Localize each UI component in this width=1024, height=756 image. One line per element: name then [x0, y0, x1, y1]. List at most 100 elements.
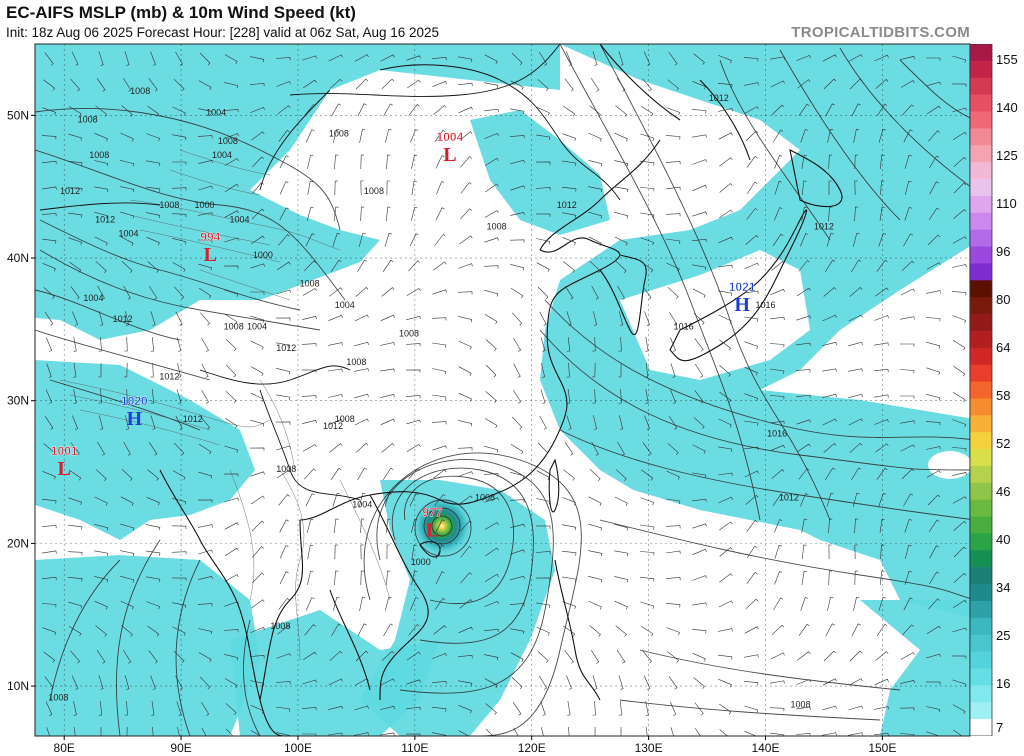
- wind-barb: [879, 206, 885, 221]
- colorbar-block: [970, 567, 992, 585]
- wind-barb: [905, 180, 912, 195]
- wind-barb: [614, 496, 628, 506]
- low-pressure-symbol: L: [443, 144, 456, 166]
- wind-barb: [588, 236, 602, 246]
- wind-barb: [250, 366, 264, 377]
- wind-barb: [875, 651, 889, 661]
- country-borders: [39, 44, 621, 501]
- wind-barb: [692, 652, 706, 662]
- wind-barb: [665, 577, 681, 581]
- wind-barb: [354, 418, 369, 426]
- wind-barb: [875, 78, 889, 89]
- wind-barb: [592, 388, 596, 404]
- wind-barb: [278, 597, 290, 610]
- wind-barb: [878, 233, 887, 247]
- colorbar-block: [970, 128, 992, 146]
- lon-label: 100E: [284, 741, 312, 755]
- wind-barb: [354, 368, 369, 372]
- wind-barb: [744, 654, 759, 658]
- wind-barb: [302, 315, 317, 320]
- wind-barb: [458, 705, 472, 714]
- wind-barb: [354, 341, 369, 347]
- wind-barb: [251, 131, 265, 141]
- wind-barb: [411, 544, 417, 559]
- wind-barb: [718, 446, 733, 452]
- colorbar-block: [970, 364, 992, 383]
- wind-barb: [669, 701, 677, 716]
- wind-barb: [644, 415, 650, 430]
- wind-barb: [307, 570, 314, 585]
- wind-barb: [124, 700, 128, 716]
- wind-barb: [509, 499, 525, 503]
- wind-barb: [953, 729, 963, 736]
- wind-barb: [95, 625, 107, 637]
- wind-barb: [536, 106, 550, 116]
- wind-barb: [746, 208, 758, 220]
- wind-barb: [330, 467, 342, 480]
- wind-barb: [279, 155, 289, 169]
- wind-barb: [43, 651, 56, 663]
- wind-barb: [900, 80, 915, 88]
- wind-barb: [71, 51, 79, 66]
- wind-barb: [770, 680, 785, 684]
- wind-barb: [670, 337, 676, 352]
- pressure-center-value: 1004: [437, 130, 464, 144]
- wind-barb: [359, 596, 366, 611]
- wind-barb: [304, 624, 316, 636]
- colorbar-block: [970, 600, 992, 619]
- isobar-label: 1004: [247, 321, 267, 331]
- wind-barb: [592, 675, 598, 690]
- isobar-label: 1008: [346, 357, 366, 367]
- wind-barb: [510, 628, 525, 635]
- colorbar-block: [970, 347, 992, 366]
- wind-barb: [900, 420, 915, 424]
- wind-barb: [718, 628, 733, 632]
- wind-barb: [176, 389, 182, 404]
- wind-barb: [513, 337, 522, 352]
- wind-barb: [849, 286, 863, 297]
- wind-barb: [770, 444, 785, 451]
- wind-barb: [691, 238, 707, 243]
- wind-barb: [146, 497, 160, 506]
- wind-barb: [250, 263, 265, 269]
- lon-label: 80E: [54, 741, 75, 755]
- wind-barb: [150, 362, 154, 378]
- wind-barb: [903, 233, 914, 247]
- wind-barb: [46, 363, 52, 378]
- wind-barb: [588, 186, 603, 193]
- wind-barb: [666, 550, 681, 554]
- colorbar-label: 58: [996, 388, 1010, 403]
- wind-barb: [562, 160, 577, 166]
- wind-barb: [329, 443, 343, 453]
- wind-barb: [460, 572, 472, 584]
- wind-barb: [877, 103, 888, 117]
- wind-barb: [591, 285, 599, 300]
- wind-barb: [744, 626, 759, 634]
- wind-barb: [694, 363, 704, 378]
- wind-barb: [44, 676, 54, 690]
- wind-barb: [694, 702, 704, 716]
- wind-barb: [539, 675, 548, 690]
- wind-barb: [457, 82, 473, 87]
- wind-barb: [588, 132, 602, 142]
- wind-barb: [822, 732, 837, 736]
- wind-barb: [360, 544, 364, 560]
- wind-barb: [617, 441, 625, 456]
- isobar-label: 1004: [206, 107, 226, 117]
- wind-barb: [68, 237, 82, 245]
- wind-barb: [94, 524, 109, 531]
- wind-barb: [848, 314, 863, 322]
- wind-barb: [905, 544, 912, 559]
- wind-barb: [173, 78, 185, 92]
- wind-barb: [328, 732, 343, 736]
- wind-barb: [458, 626, 473, 634]
- wind-barb: [307, 544, 314, 559]
- colorbar-block: [970, 195, 992, 214]
- colorbar-block: [970, 280, 992, 298]
- isobar-label: 1012: [323, 421, 343, 431]
- isobar-label: 1008: [78, 114, 98, 124]
- wind-barb: [667, 79, 679, 91]
- wind-barb: [301, 395, 317, 399]
- wind-barb: [590, 649, 600, 664]
- wind-barb: [511, 52, 523, 66]
